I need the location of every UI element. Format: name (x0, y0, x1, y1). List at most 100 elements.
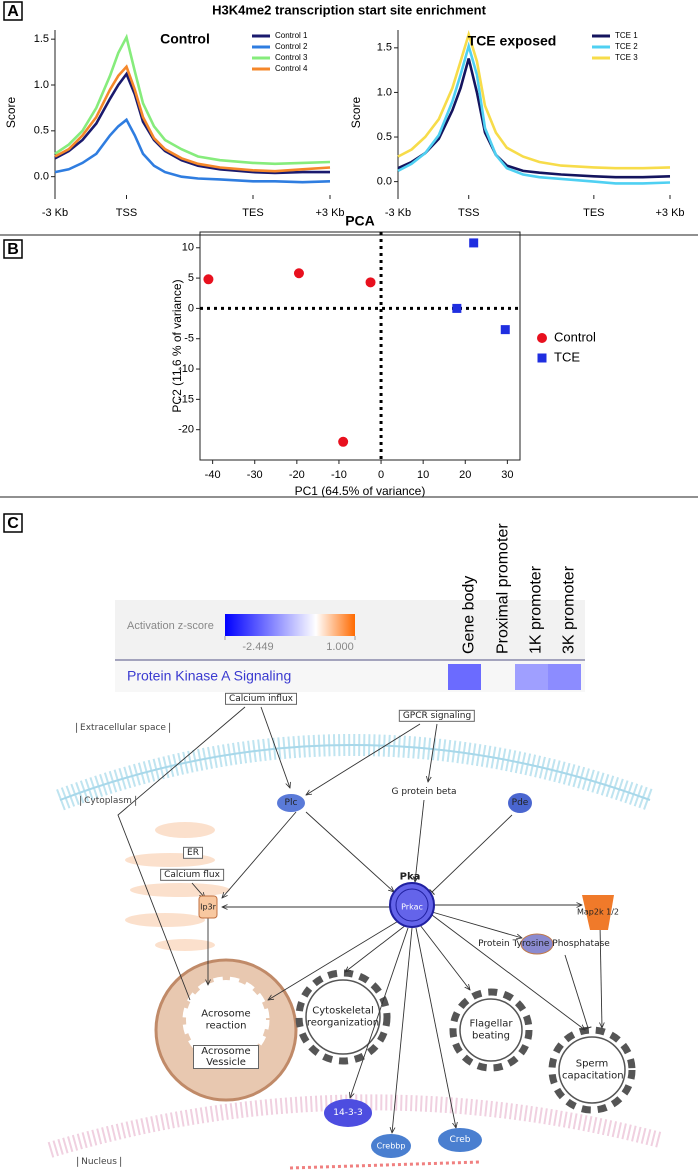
node-label: Sperm capacitation (562, 1058, 624, 1082)
node-label: Pde (511, 797, 529, 808)
legend-label: Control 3 (275, 53, 308, 62)
y-axis-label: PC2 (11.6 % of variance) (170, 279, 184, 412)
y-axis-label: Score (349, 97, 363, 129)
node-label: G protein beta (391, 786, 457, 797)
heatmap-row-bg (115, 660, 585, 692)
x-tick-label: TES (583, 207, 604, 219)
x-tick-label: +3 Kb (315, 207, 344, 219)
node-label: Creb (449, 1134, 471, 1145)
y-tick-label: 5 (188, 272, 194, 284)
y-tick-label: -20 (178, 424, 194, 436)
series-line (54, 71, 330, 175)
column-header: Proximal promoter (495, 523, 512, 654)
legend-swatch (537, 353, 547, 363)
chart-title: PCA (345, 213, 375, 229)
node-label: Pka (399, 871, 421, 883)
y-tick-label: 1.0 (377, 86, 392, 98)
y-tick-label: 1.5 (34, 33, 49, 45)
x-tick-label: -3 Kb (385, 207, 411, 219)
y-tick-label: 10 (182, 242, 194, 254)
series-line (397, 30, 671, 170)
column-header: 3K promoter (561, 565, 578, 654)
edges (117, 706, 602, 1133)
series-line (54, 33, 331, 166)
row-label: Protein Kinase A Signaling (127, 668, 291, 684)
heatmap-cell (548, 664, 581, 690)
x-tick-label: TSS (116, 207, 137, 219)
legend-label: TCE 3 (615, 53, 638, 62)
node-label: GPCR signaling (398, 709, 476, 723)
colorbar (225, 614, 355, 636)
node-label: Map2k 1/2 (576, 907, 620, 917)
x-tick-label: TSS (458, 207, 479, 219)
node-label: Extracellular space (76, 722, 170, 734)
x-tick-label: 0 (378, 469, 384, 481)
y-tick-label: -10 (178, 363, 194, 375)
x-tick-label: -20 (289, 469, 305, 481)
y-tick-label: -5 (184, 333, 194, 345)
x-tick-label: +3 Kb (655, 207, 684, 219)
panel-label-box (3, 513, 23, 533)
y-axis-label: Score (4, 97, 18, 129)
node-label: Cytoskeletal reorganization (306, 1005, 380, 1029)
legend-label: Control (554, 329, 596, 344)
point (293, 268, 304, 279)
dna (289, 1160, 481, 1170)
panel-label-box (3, 1, 23, 21)
legend-label: TCE 2 (615, 42, 638, 51)
legend-label: Control 4 (275, 64, 308, 73)
series-line (54, 64, 331, 173)
node-label: Nucleus (77, 1156, 121, 1168)
legend-swatch (537, 333, 547, 343)
y-tick-label: 0.5 (377, 131, 392, 143)
panel-label: B (7, 241, 19, 258)
y-tick-label: 0.5 (34, 125, 49, 137)
chart-title: TCE exposed (468, 33, 557, 49)
point (203, 274, 214, 285)
x-tick-label: 30 (501, 469, 513, 481)
column-header: 1K promoter (528, 565, 545, 654)
x-tick-label: -30 (247, 469, 263, 481)
x-axis-label: PC1 (64.5% of variance) (295, 484, 426, 498)
y-tick-label: 1.0 (34, 79, 49, 91)
colorbar-label: 1.000 (326, 641, 354, 653)
gear-shapes (182, 969, 636, 1114)
panel-label-box (3, 239, 23, 259)
legend-label: TCE 1 (615, 31, 638, 40)
node-label: Ip3r (200, 902, 216, 912)
point (452, 303, 462, 313)
node-label: Acrosome reaction (201, 1008, 251, 1032)
legend-label: TCE (554, 349, 580, 364)
point (338, 436, 349, 447)
column-header: Gene body (461, 576, 478, 654)
y-tick-label: 0 (188, 302, 194, 314)
y-tick-label: 0.0 (377, 176, 392, 188)
heatmap-cell (448, 664, 481, 690)
chart-title: Control (160, 31, 210, 47)
node-label: Flagellar beating (469, 1018, 513, 1042)
colorbar-title: Activation z-score (127, 620, 214, 632)
series-line (397, 41, 671, 185)
heatmap-cell (515, 664, 548, 690)
node-label: Calcium influx (225, 692, 297, 706)
x-tick-label: -40 (205, 469, 221, 481)
node-label: Cytoplasm (80, 795, 136, 807)
node-label: ER (183, 846, 203, 860)
point (365, 277, 376, 288)
y-tick-label: 1.5 (377, 42, 392, 54)
colorbar-label: -2.449 (242, 641, 273, 653)
node-label: Plc (284, 797, 298, 808)
molecules (198, 793, 614, 1158)
figure-title: H3K4me2 transcription start site enrichm… (212, 2, 486, 17)
node-label: 14-3-3 (333, 1107, 363, 1118)
node-label: Calcium flux (160, 868, 224, 882)
er-shape (125, 822, 230, 951)
y-tick-label: 0.0 (34, 171, 49, 183)
legend-label: Control 2 (275, 42, 308, 51)
point (469, 238, 479, 248)
x-tick-label: TES (242, 207, 263, 219)
x-tick-label: -3 Kb (42, 207, 68, 219)
panel-label: A (7, 3, 19, 20)
